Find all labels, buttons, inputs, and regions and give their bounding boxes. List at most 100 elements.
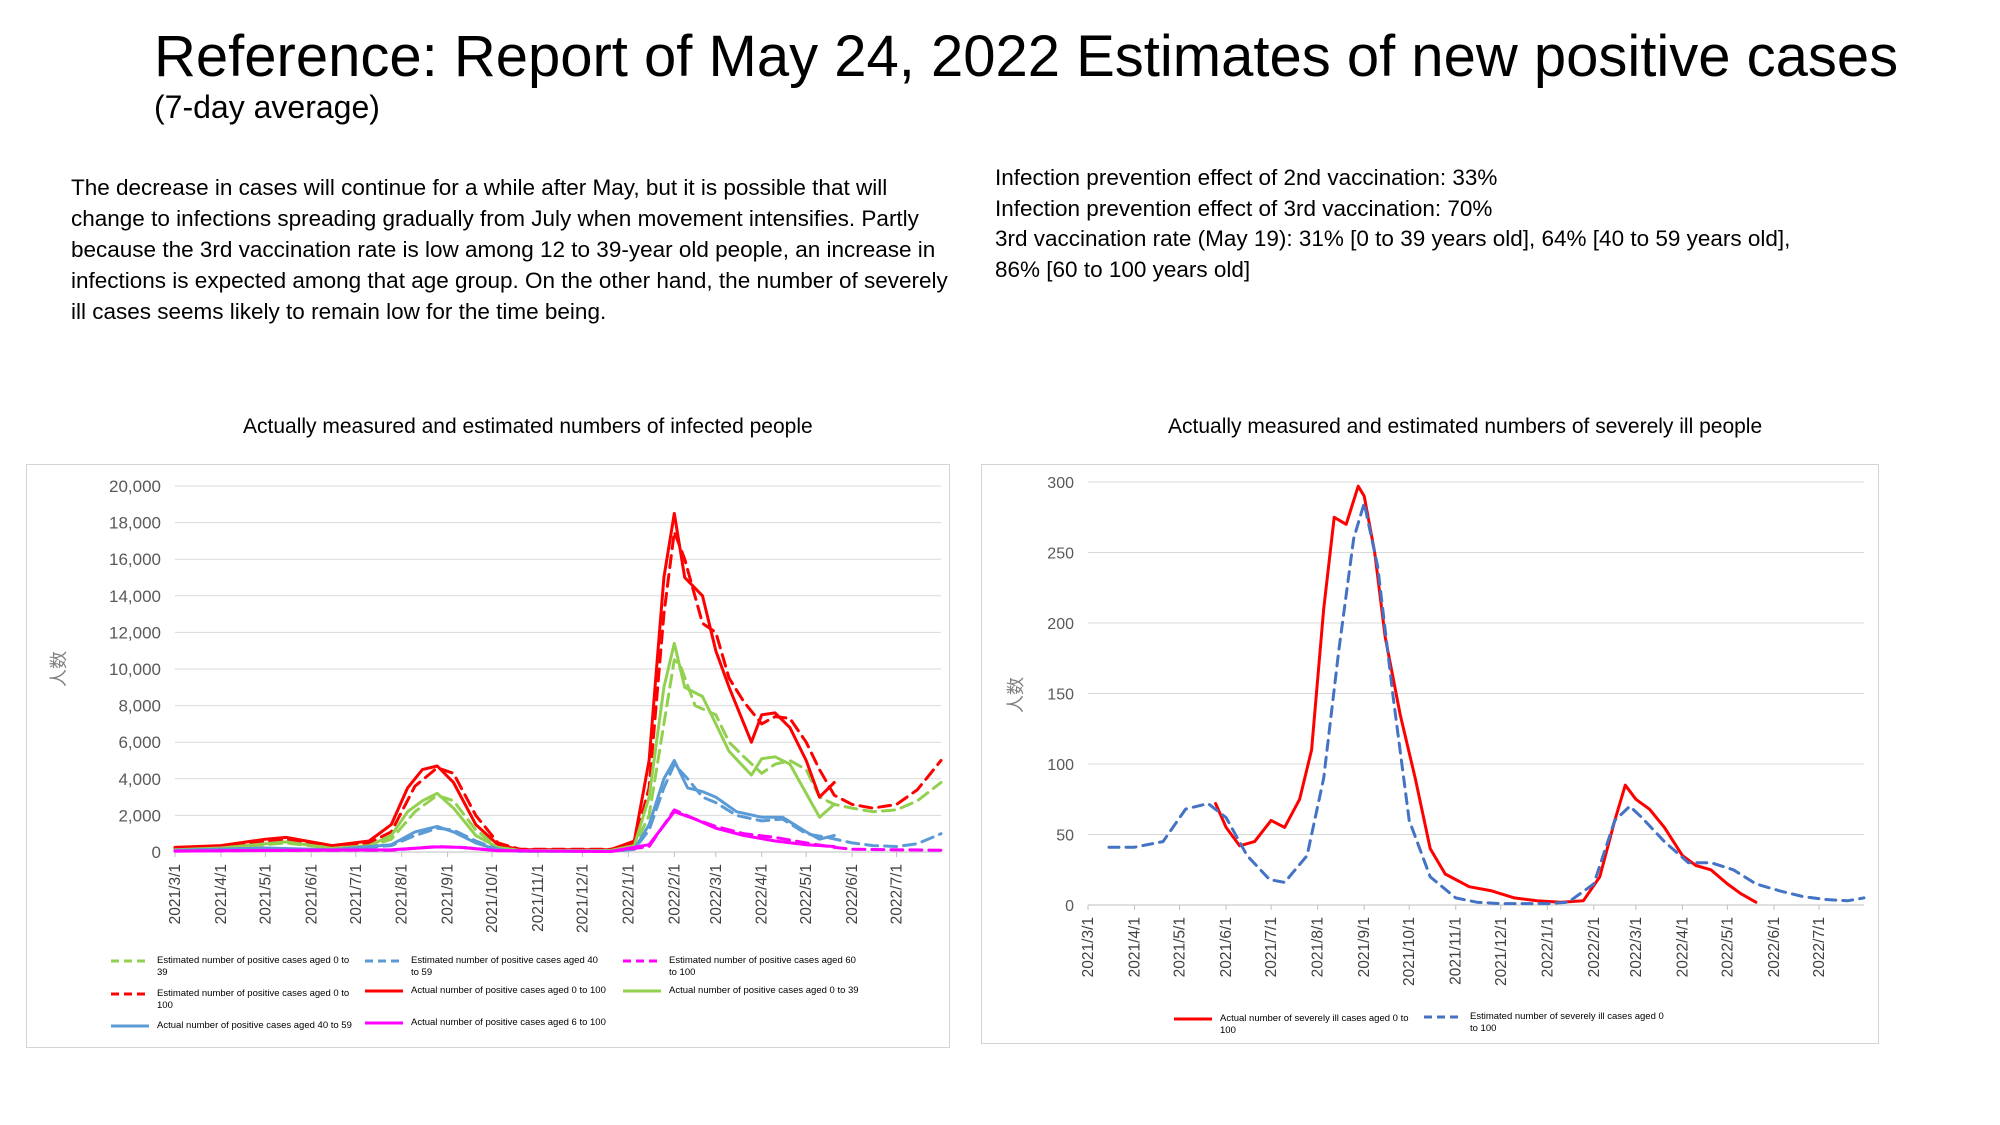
series-line [173,759,836,853]
legend-item: Estimated number of severely ill cases a… [1422,1011,1665,1035]
infected-chart: 0 2,000 4,000 6,000 8,000 10,000 12,000 14,000 1… [49,477,943,933]
x-tick-label: 2021/9/1 [440,864,457,924]
legend-swatch [1174,1017,1212,1021]
series-line [1107,501,1866,906]
y-tick-label: 200 [1047,616,1074,633]
x-tick-label: 2021/4/1 [1127,917,1144,977]
legend-swatch [1424,1015,1462,1019]
x-tick-label: 2021/6/1 [303,864,320,924]
series-line [1214,484,1758,904]
infected-chart-title: Actually measured and estimated numbers … [243,415,813,438]
summary-paragraph: The decrease in cases will continue for … [71,175,948,324]
x-tick-label: 2022/3/1 [708,864,725,924]
legend-label: Actual number of positive cases aged 0 t… [411,985,606,996]
legend-item: Actual number of positive cases aged 0 t… [363,985,606,997]
series-line [173,511,836,852]
x-tick-label: 2021/11/1 [530,864,547,932]
x-tick-label: 2021/5/1 [257,864,274,924]
x-tick-label: 2021/5/1 [1172,917,1189,977]
legend-swatch [365,959,403,963]
y-tick-label: 150 [1047,687,1074,704]
y-tick-label: 100 [1047,757,1074,774]
legend-label: Estimated number of positive cases aged … [157,955,350,978]
x-tick-label: 2021/7/1 [1263,917,1280,977]
y-tick-label: 300 [1047,475,1074,492]
legend-item: Actual number of severely ill cases aged… [1172,1013,1415,1037]
y-tick-label: 0 [152,843,161,862]
x-tick-label: 2022/7/1 [1811,917,1828,977]
legend-item: Estimated number of positive cases aged … [109,955,352,979]
legend-label: Actual number of positive cases aged 40 … [157,1020,352,1031]
legend-swatch [365,989,403,993]
x-tick-label: 2021/9/1 [1356,917,1373,977]
x-tick-label: 2021/12/1 [574,864,591,933]
x-tick-label: 2021/8/1 [394,864,411,924]
x-tick-label: 2021/12/1 [1493,917,1510,986]
y-tick-label: 18,000 [109,514,161,533]
x-tick-label: 2022/5/1 [798,864,815,924]
x-tick-label: 2022/5/1 [1719,917,1736,977]
y-axis-label: 人数 [49,651,69,687]
x-tick-label: 2022/2/1 [1586,917,1603,977]
legend-item: Actual number of positive cases aged 6 t… [363,1017,606,1029]
x-tick-label: 2022/7/1 [889,864,906,924]
series-line [173,762,943,853]
severe-chart-title: Actually measured and estimated numbers … [1168,415,1763,438]
page-subtitle: (7-day average) [154,89,380,125]
y-tick-label: 8,000 [118,697,161,716]
x-tick-label: 2022/1/1 [1539,917,1556,977]
legend-label: Estimated number of positive cases aged … [669,955,856,978]
series-line [173,810,836,853]
legend-item: Estimated number of positive cases aged … [363,955,606,979]
series-line [173,530,943,851]
vaccination-facts: Infection prevention effect of 2nd vacci… [995,163,1835,285]
x-tick-label: 2021/3/1 [1080,917,1097,977]
fact-line: Infection prevention effect of 3rd vacci… [995,195,1493,221]
legend-swatch [623,959,661,963]
legend-swatch [111,1024,149,1028]
y-tick-label: 2,000 [118,806,161,825]
x-tick-label: 2021/8/1 [1310,917,1327,977]
y-tick-label: 6,000 [118,733,161,752]
y-tick-label: 0 [1065,898,1074,915]
fact-line: 3rd vaccination rate (May 19): 31% [0 to… [995,226,1791,282]
page-title: Reference: Report of May 24, 2022 Estima… [154,24,1899,89]
y-tick-label: 4,000 [118,770,161,789]
y-tick-label: 10,000 [109,660,161,679]
legend-item: Estimated number of positive cases aged … [109,988,352,1012]
x-tick-label: 2022/2/1 [666,864,683,924]
severe-chart: 0 50 100 150 200 250 300 人数 2021/3/1 2021/4/1 2021… [1006,475,1866,986]
legend-swatch [623,989,661,993]
x-tick-label: 2022/6/1 [1766,917,1783,977]
x-tick-label: 2022/6/1 [844,864,861,924]
infected-chart-frame: 0 2,000 4,000 6,000 8,000 10,000 12,000 14,000 1… [26,464,950,1048]
legend-label: Actual number of severely ill cases aged… [1220,1013,1409,1036]
legend-item: Estimated number of positive cases aged … [621,955,864,979]
y-tick-label: 250 [1047,546,1074,563]
y-tick-label: 50 [1056,828,1074,845]
legend-label: Actual number of positive cases aged 0 t… [669,985,859,996]
x-tick-label: 2022/3/1 [1628,917,1645,977]
x-tick-label: 2022/4/1 [754,864,771,924]
x-tick-label: 2021/4/1 [213,864,230,924]
legend-label: Estimated number of positive cases aged … [411,955,598,978]
x-tick-label: 2021/10/1 [484,864,501,933]
y-tick-label: 20,000 [109,477,161,496]
y-tick-label: 14,000 [109,587,161,606]
x-tick-label: 2022/1/1 [620,864,637,924]
x-tick-label: 2021/6/1 [1218,917,1235,977]
legend-swatch [111,992,149,996]
legend-swatch [365,1021,403,1025]
legend-label: Estimated number of positive cases aged … [157,988,350,1011]
y-tick-label: 12,000 [109,623,161,642]
series-line [173,658,943,852]
legend-label: Estimated number of severely ill cases a… [1470,1011,1664,1034]
severe-chart-legend: Actual number of severely ill cases aged… [982,465,1880,1045]
legend-swatch [111,959,149,963]
y-axis-label: 人数 [1006,677,1026,713]
infected-chart-legend: Estimated number of positive cases aged … [27,465,951,1049]
x-tick-label: 2022/4/1 [1674,917,1691,977]
fact-line: Infection prevention effect of 2nd vacci… [995,165,1498,190]
legend-label: Actual number of positive cases aged 6 t… [411,1017,606,1028]
x-tick-label: 2021/3/1 [167,864,184,924]
